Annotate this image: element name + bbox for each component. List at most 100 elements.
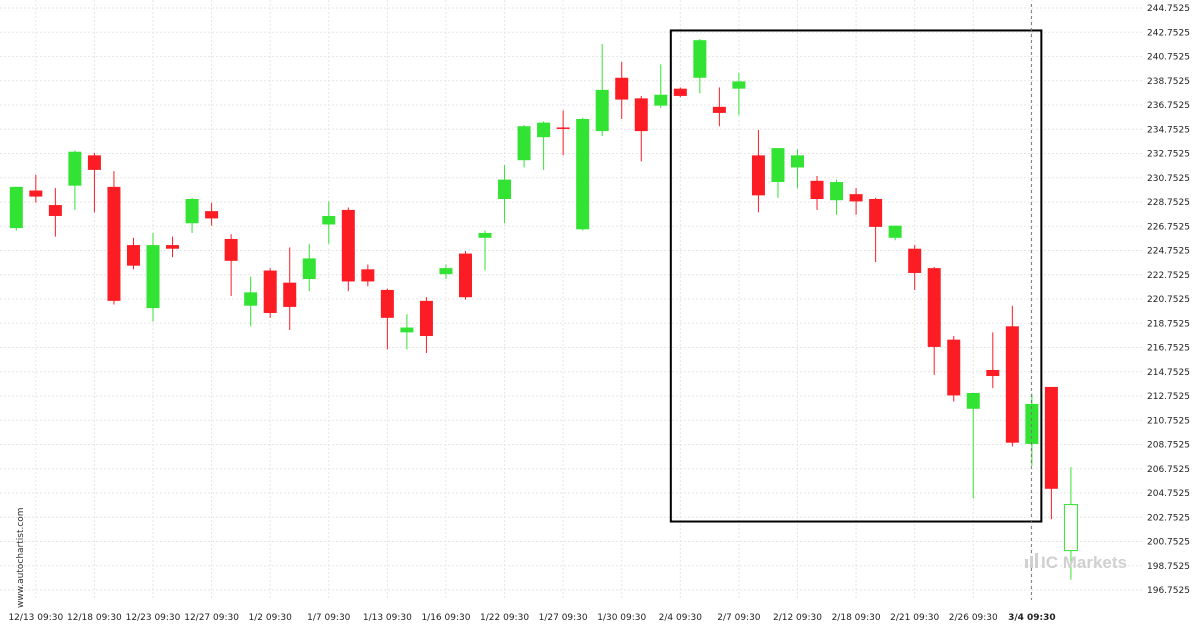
x-tick-label: 12/27 09:30 (184, 613, 239, 623)
candle (341, 207, 355, 292)
candle-body (810, 180, 824, 199)
candle-body (556, 127, 570, 129)
candle-body (478, 232, 492, 238)
x-tick-label: 2/18 09:30 (832, 613, 881, 623)
candle (478, 230, 492, 271)
candle-body (634, 98, 648, 132)
candle-body (458, 253, 472, 298)
y-tick-label: 202.7525 (1147, 513, 1190, 523)
y-tick-label: 220.7525 (1147, 295, 1190, 305)
x-tick-label: 3/4 09:30 (1008, 613, 1056, 623)
y-tick-label: 230.7525 (1147, 174, 1190, 184)
candle (888, 225, 902, 241)
y-tick-label: 216.7525 (1147, 344, 1190, 354)
candle-body (732, 81, 746, 89)
y-tick-label: 240.7525 (1147, 53, 1190, 63)
candles-layer (9, 38, 1078, 580)
candle (380, 288, 394, 350)
candle-body (263, 270, 277, 313)
candle (1044, 386, 1058, 520)
candle (1005, 305, 1019, 447)
candle (595, 43, 609, 136)
candle-body (244, 292, 258, 306)
y-tick-label: 228.7525 (1147, 198, 1190, 208)
candle-body (751, 155, 765, 196)
y-tick-label: 206.7525 (1147, 465, 1190, 475)
candle-body (986, 369, 1000, 377)
candle (673, 87, 687, 98)
pattern-highlight-box (669, 29, 1043, 523)
candle (107, 171, 121, 305)
candle (205, 202, 219, 226)
candle (126, 237, 140, 270)
brand-logo: IC Markets (1025, 553, 1127, 572)
candle (400, 314, 414, 350)
x-tick-label: 1/27 09:30 (539, 613, 588, 623)
y-tick-label: 224.7525 (1147, 247, 1190, 257)
candle (556, 110, 570, 156)
candle (29, 174, 43, 203)
candle-body (673, 88, 687, 96)
candle-body (908, 248, 922, 273)
candle (419, 297, 433, 353)
x-tick-label: 1/13 09:30 (363, 613, 412, 623)
candle-body (771, 148, 785, 183)
x-tick-label: 2/4 09:30 (659, 613, 703, 623)
y-tick-label: 196.7525 (1147, 586, 1190, 596)
candle-body (322, 215, 336, 225)
candle-body (1063, 504, 1078, 552)
candle (517, 125, 531, 168)
candle-body (654, 94, 668, 106)
candle-body (361, 269, 375, 282)
y-tick-label: 238.7525 (1147, 77, 1190, 87)
candle (869, 197, 883, 263)
y-tick-label: 242.7525 (1147, 28, 1190, 38)
candle-body (439, 268, 453, 275)
candle (458, 251, 472, 300)
candle (302, 243, 316, 292)
candle-body (380, 289, 394, 318)
candle (576, 117, 590, 231)
autochartist-watermark: www.autochartist.com (16, 507, 26, 608)
highlight-rectangle (669, 29, 1043, 523)
candle-body (185, 198, 199, 224)
candle-body (107, 186, 121, 301)
y-tick-label: 204.7525 (1147, 489, 1190, 499)
candle (498, 165, 512, 224)
y-tick-label: 222.7525 (1147, 271, 1190, 281)
candle-body (517, 126, 531, 161)
y-tick-label: 200.7525 (1147, 538, 1190, 548)
x-tick-label: 2/7 09:30 (717, 613, 761, 623)
candle (654, 64, 668, 109)
x-tick-label: 2/12 09:30 (773, 613, 822, 623)
candle (87, 152, 101, 213)
candle (908, 245, 922, 290)
x-tick-label: 1/7 09:30 (307, 613, 351, 623)
candle-body (947, 339, 961, 396)
y-tick-label: 234.7525 (1147, 125, 1190, 135)
x-tick-label: 12/18 09:30 (67, 613, 122, 623)
candle (712, 87, 726, 127)
y-tick-label: 226.7525 (1147, 222, 1190, 232)
candle-body (615, 77, 629, 100)
x-axis: 12/13 09:30 12/18 09:30 12/23 09:30 12/27 0… (8, 613, 1055, 623)
candle (947, 336, 961, 402)
y-tick-label: 218.7525 (1147, 319, 1190, 329)
candle (771, 148, 785, 198)
y-tick-label: 212.7525 (1147, 392, 1190, 402)
candle (634, 95, 648, 162)
candle (224, 234, 238, 296)
candle (185, 197, 199, 233)
candle (791, 149, 804, 189)
candle-body (419, 300, 433, 337)
grid-lines (0, 0, 1143, 600)
y-tick-label: 236.7525 (1147, 101, 1190, 111)
candle (68, 150, 82, 210)
x-tick-label: 1/16 09:30 (421, 613, 470, 623)
x-tick-label: 12/23 09:30 (126, 613, 181, 623)
candle (48, 188, 62, 237)
y-tick-label: 244.7525 (1147, 4, 1190, 14)
candle-body (166, 245, 180, 249)
x-tick-label: 1/2 09:30 (249, 613, 293, 623)
